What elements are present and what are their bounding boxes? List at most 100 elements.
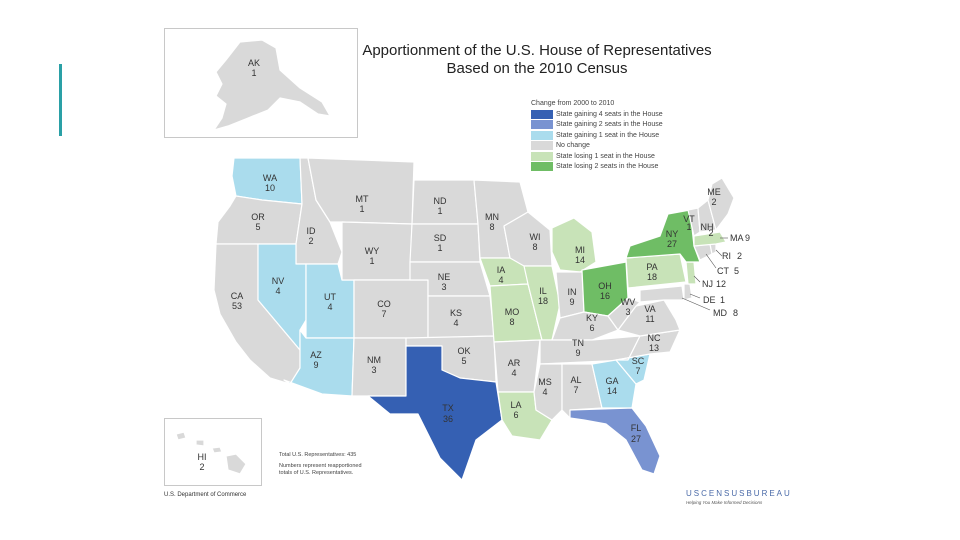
legend-item: State gaining 2 seats in the House: [531, 120, 663, 131]
legend-item: State gaining 1 seat in the House: [531, 130, 663, 141]
legend-swatch: [531, 151, 553, 161]
label-nm-seats: 3: [371, 365, 376, 375]
callout-nj-abbr: NJ: [702, 279, 713, 289]
label-ia-seats: 4: [498, 275, 503, 285]
label-fl-seats: 27: [631, 434, 641, 444]
callout-md-seats: 8: [733, 308, 738, 318]
label-nh-abbr: NH: [701, 222, 714, 232]
label-ar-abbr: AR: [508, 358, 521, 368]
state-nm[interactable]: [351, 337, 407, 397]
label-hi-abbr: HI: [198, 452, 207, 462]
label-ks-abbr: KS: [450, 308, 462, 318]
state-ma[interactable]: [693, 231, 727, 247]
state-fl[interactable]: [569, 407, 661, 475]
callout-line-ri: [715, 249, 723, 257]
label-ok-seats: 5: [461, 356, 466, 366]
label-mt-seats: 1: [359, 204, 364, 214]
callout-line-md: [681, 297, 711, 311]
callout-ma-seats: 9: [745, 233, 750, 243]
label-la-abbr: LA: [510, 400, 521, 410]
label-vt-abbr: VT: [683, 214, 695, 224]
state-co[interactable]: [353, 279, 429, 339]
label-co-abbr: CO: [377, 299, 391, 309]
label-al-abbr: AL: [570, 375, 581, 385]
label-nv-seats: 4: [275, 286, 280, 296]
label-id-abbr: ID: [307, 226, 317, 236]
state-ak[interactable]: [213, 39, 331, 131]
label-ia-abbr: IA: [497, 265, 506, 275]
label-ga-seats: 14: [607, 386, 617, 396]
callout-line-nj: [693, 275, 701, 283]
label-wa-seats: 10: [265, 183, 275, 193]
callout-de-abbr: DE: [703, 295, 716, 305]
state-me[interactable]: [707, 177, 735, 231]
notes-total: Total U.S. Representatives: 435: [279, 452, 357, 458]
label-ne-seats: 3: [441, 282, 446, 292]
label-fl-abbr: FL: [631, 423, 642, 433]
label-or-abbr: OR: [251, 212, 265, 222]
state-de[interactable]: [683, 283, 693, 301]
label-or-seats: 5: [255, 222, 260, 232]
callout-line-ct: [705, 253, 717, 269]
state-md[interactable]: [639, 285, 685, 303]
label-ar-seats: 4: [511, 368, 516, 378]
label-id-seats: 2: [308, 236, 313, 246]
label-sd-seats: 1: [437, 243, 442, 253]
legend-item: State gaining 4 seats in the House: [531, 109, 663, 120]
legend-swatch: [531, 141, 553, 151]
label-me-abbr: ME: [707, 187, 721, 197]
label-nd-seats: 1: [437, 206, 442, 216]
legend-swatch: [531, 109, 553, 119]
legend-item: State losing 2 seats in the House: [531, 162, 663, 173]
state-ga[interactable]: [591, 359, 637, 409]
label-sd-abbr: SD: [434, 233, 447, 243]
department-label: U.S. Department of Commerce: [164, 492, 247, 498]
label-pa-seats: 18: [647, 272, 657, 282]
label-ut-abbr: UT: [324, 292, 336, 302]
state-tx[interactable]: [367, 345, 503, 481]
state-nj[interactable]: [685, 261, 697, 285]
label-wi-abbr: WI: [530, 232, 541, 242]
label-tx-seats: 36: [443, 414, 453, 424]
legend-title: Change from 2000 to 2010: [531, 100, 615, 107]
label-mo-seats: 8: [509, 317, 514, 327]
label-in-seats: 9: [569, 297, 574, 307]
census-bureau-logo: USCENSUSBUREAU: [686, 489, 792, 498]
label-me-seats: 2: [711, 197, 716, 207]
title-line-1: Apportionment of the U.S. House of Repre…: [362, 42, 712, 59]
callout-ct-seats: 5: [734, 266, 739, 276]
label-ak-seats: 1: [251, 68, 256, 78]
callout-ct-abbr: CT: [717, 266, 729, 276]
state-wv[interactable]: [607, 297, 641, 331]
label-az-seats: 9: [313, 360, 318, 370]
callout-ma-abbr: MA: [730, 233, 744, 243]
legend-label: State gaining 4 seats in the House: [556, 110, 663, 118]
legend-item: No change: [531, 141, 663, 152]
label-ms-abbr: MS: [538, 377, 552, 387]
state-ms[interactable]: [533, 363, 563, 421]
notes-line-2: totals of U.S. Representatives.: [279, 470, 354, 476]
legend-swatch: [531, 162, 553, 172]
callout-de-seats: 1: [720, 295, 725, 305]
label-pa-abbr: PA: [646, 262, 657, 272]
label-ks-seats: 4: [453, 318, 458, 328]
label-mi-seats: 14: [575, 255, 585, 265]
label-nm-abbr: NM: [367, 355, 381, 365]
state-sd[interactable]: [409, 223, 481, 263]
label-nv-abbr: NV: [272, 276, 285, 286]
census-bureau-tagline: Helping You Make Informed Decisions: [686, 500, 763, 505]
legend-swatch: [531, 130, 553, 140]
callout-ri-seats: 2: [737, 251, 742, 261]
label-wi-seats: 8: [532, 242, 537, 252]
label-ok-abbr: OK: [457, 346, 470, 356]
state-az[interactable]: [283, 329, 355, 397]
label-ca-seats: 53: [232, 301, 242, 311]
state-hi[interactable]: [175, 431, 247, 475]
label-ky-abbr: KY: [586, 313, 598, 323]
label-tx-abbr: TX: [442, 403, 454, 413]
map-title: Apportionment of the U.S. House of Repre…: [362, 42, 712, 78]
label-nc-seats: 13: [649, 343, 659, 353]
legend-label: State losing 2 seats in the House: [556, 163, 659, 171]
label-va-abbr: VA: [644, 304, 655, 314]
state-mi[interactable]: [551, 217, 597, 273]
